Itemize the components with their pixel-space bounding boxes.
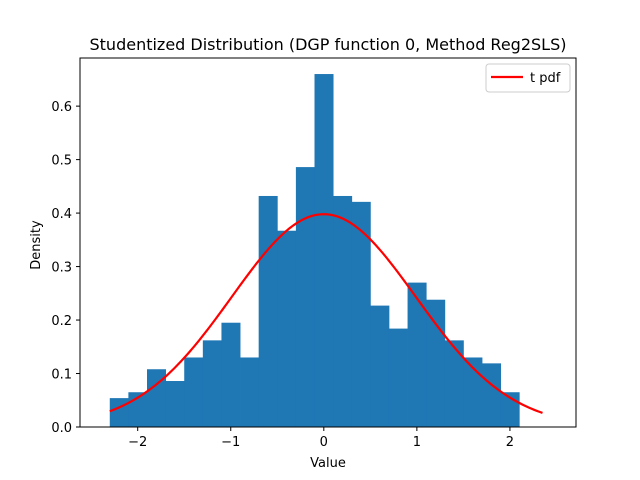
histogram-bar <box>463 357 483 427</box>
histogram-bar <box>109 398 129 427</box>
pdf-curve-group <box>109 213 543 414</box>
histogram-bar <box>351 201 371 427</box>
x-axis-label: Value <box>310 456 346 471</box>
histogram-bar <box>482 363 502 427</box>
y-tick-label: 0.0 <box>51 421 72 436</box>
histogram-bar <box>388 328 408 427</box>
histogram-bar <box>258 195 278 427</box>
y-tick-label: 0.1 <box>51 368 72 383</box>
histogram-bar <box>444 340 464 427</box>
x-tick-label: 2 <box>506 435 514 450</box>
axes <box>79 57 577 428</box>
histogram-bar <box>184 357 204 427</box>
t-pdf-line <box>109 213 543 414</box>
histogram-bar <box>277 230 297 427</box>
y-tick-label: 0.6 <box>51 100 72 115</box>
legend-box <box>485 63 571 93</box>
histogram-bar <box>202 340 222 427</box>
histogram-bar <box>165 381 185 427</box>
x-tick-label: −1 <box>221 435 240 450</box>
histogram-bar <box>240 357 260 427</box>
histogram-bar <box>314 74 334 427</box>
y-tick-label: 0.2 <box>51 314 72 329</box>
y-tick-label: 0.3 <box>51 261 72 276</box>
y-axis-ticks: 0.0 0.1 0.2 0.3 0.4 0.5 0.6 <box>51 100 80 436</box>
histogram-bar <box>426 299 446 427</box>
histogram-bar <box>333 195 353 427</box>
chart-title: Studentized Distribution (DGP function 0… <box>90 35 567 54</box>
legend-label: t pdf <box>530 71 561 86</box>
legend: t pdf <box>485 63 571 93</box>
x-tick-label: 1 <box>413 435 421 450</box>
axes-frame <box>79 57 577 428</box>
histogram-bar <box>221 322 241 427</box>
histogram-bar <box>407 282 427 427</box>
histogram-bar <box>295 167 315 428</box>
y-axis-label: Density <box>29 220 44 270</box>
histogram-bar <box>370 305 390 427</box>
x-axis-ticks: −2 −1 0 1 2 <box>128 427 514 450</box>
y-tick-label: 0.4 <box>51 207 72 222</box>
histogram-bar <box>147 369 167 427</box>
y-tick-label: 0.5 <box>51 154 72 169</box>
x-tick-label: 0 <box>320 435 328 450</box>
x-tick-label: −2 <box>128 435 147 450</box>
histogram-bars <box>109 74 520 428</box>
